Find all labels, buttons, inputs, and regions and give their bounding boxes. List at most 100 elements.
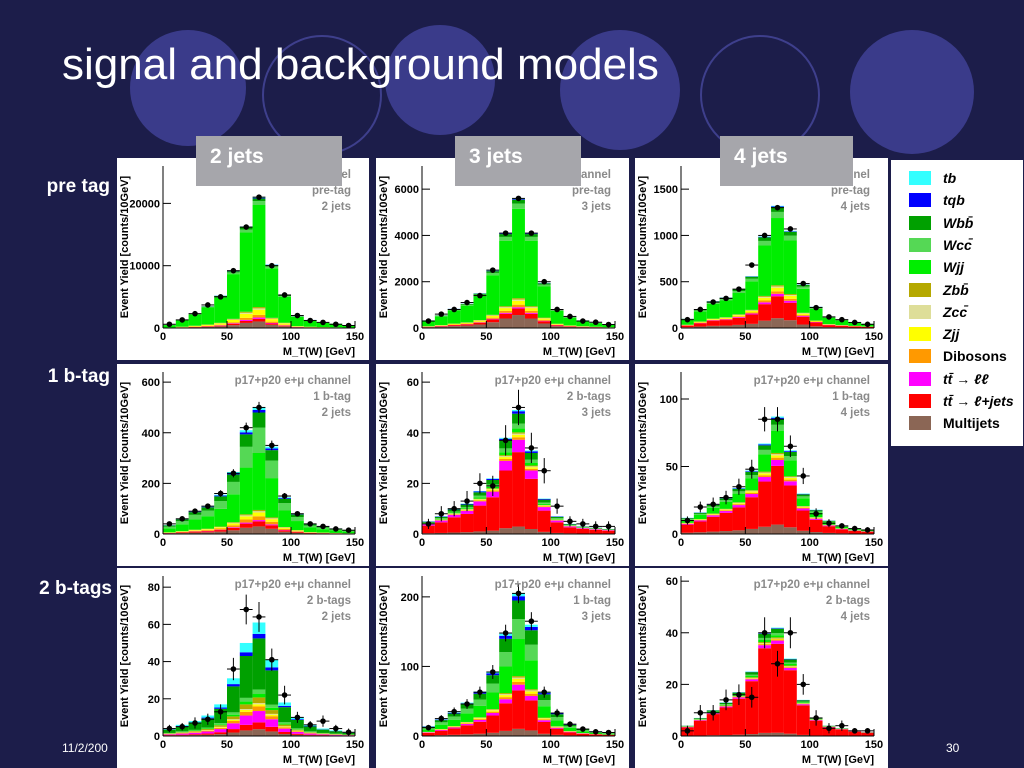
x-axis-label: M_T(W) [GeV]: [283, 754, 355, 766]
histogram-bar-segment: [783, 320, 797, 328]
histogram-bar-segment: [537, 719, 551, 721]
histogram-bar-segment: [783, 659, 797, 663]
histogram-bar-segment: [239, 519, 253, 523]
histogram-bar-segment: [796, 705, 810, 735]
histogram-bar-segment: [278, 530, 291, 532]
data-point: [761, 629, 768, 636]
histogram-bar-segment: [550, 518, 564, 519]
histogram-bar-segment: [563, 726, 577, 728]
data-point: [192, 508, 198, 515]
data-point: [345, 322, 352, 329]
histogram-bar-segment: [227, 319, 240, 323]
histogram-bar-segment: [201, 730, 215, 732]
histogram-bar-segment: [512, 600, 525, 620]
histogram-bar-segment: [822, 318, 836, 325]
histogram-bar-segment: [239, 704, 253, 710]
histogram-bar-segment: [188, 734, 202, 736]
histogram-bar-segment: [512, 203, 525, 209]
data-point: [333, 725, 339, 732]
plot-1btag-4jets: 0 50 100 0 50 100 150 p17+p20 e+μ channel 1 b-ta…: [635, 364, 888, 566]
histogram-bar-segment: [550, 324, 564, 325]
histogram-bar-segment: [460, 722, 474, 724]
histogram-bar-segment: [499, 308, 513, 311]
histogram-bar-segment: [460, 725, 474, 735]
histogram-bar-segment: [745, 313, 759, 315]
histogram-bar-segment: [512, 315, 525, 328]
histogram-bar-segment: [783, 294, 797, 296]
y-tick-label: 20: [148, 694, 160, 706]
histogram-bar-segment: [783, 295, 797, 299]
data-point: [243, 424, 249, 431]
histogram-bar-segment: [550, 522, 564, 533]
legend-swatch: [909, 327, 931, 342]
plot-annotation: pre-tag: [572, 185, 611, 197]
y-tick-label: 0: [154, 731, 160, 743]
histogram-bar-segment: [473, 497, 487, 499]
histogram-bar-segment: [576, 731, 590, 734]
histogram-bar-segment: [745, 676, 759, 678]
x-axis-label: M_T(W) [GeV]: [543, 552, 615, 564]
data-point: [451, 708, 457, 715]
histogram-bar-segment: [681, 524, 694, 533]
plot-annotation: 4 jets: [841, 201, 870, 213]
histogram-bar-segment: [239, 311, 253, 313]
histogram-bar-segment: [201, 728, 215, 730]
histogram-bar-segment: [693, 521, 707, 533]
x-axis-label: M_T(W) [GeV]: [802, 346, 874, 358]
histogram-bar-segment: [252, 314, 266, 318]
histogram-bar-segment: [732, 698, 746, 735]
histogram-bar-segment: [693, 326, 707, 328]
x-tick-label: 100: [541, 739, 559, 751]
data-point: [320, 319, 326, 326]
histogram-bar-segment: [512, 619, 525, 640]
histogram-bar-segment: [473, 699, 487, 706]
histogram-bar-segment: [201, 731, 215, 734]
histogram-bar-segment: [706, 516, 720, 532]
histogram-bar-segment: [188, 729, 202, 731]
data-point: [592, 729, 599, 735]
histogram-bar-segment: [473, 500, 487, 502]
histogram-bar-segment: [460, 734, 474, 736]
histogram-bar-segment: [201, 734, 215, 736]
histogram-bar-segment: [227, 523, 240, 526]
plot-annotation: p17+p20 e+μ channel: [754, 375, 870, 387]
histogram-bar-segment: [227, 323, 240, 324]
plot-annotation: 2 jets: [322, 611, 351, 623]
x-tick-label: 150: [606, 739, 624, 751]
histogram-bar-segment: [796, 510, 810, 531]
histogram-bar-segment: [861, 326, 874, 328]
histogram-bar-segment: [499, 460, 513, 471]
histogram-bar-segment: [303, 726, 317, 732]
histogram-bar-segment: [486, 275, 500, 315]
histogram-bar-segment: [227, 729, 240, 733]
data-point: [333, 321, 339, 328]
y-tick-label: 2000: [395, 277, 419, 289]
histogram-bar-segment: [316, 729, 330, 733]
histogram-bar-segment: [239, 232, 253, 312]
plot-2btags-4jets: 0 20 40 60 0 50 100 150 p17+p20 e+μ channel 2 b-t…: [635, 568, 888, 768]
histogram-bar-segment: [227, 527, 240, 528]
histogram-bar-segment: [512, 298, 525, 300]
data-point: [851, 525, 858, 532]
histogram-bar-segment: [499, 694, 513, 696]
histogram-bar-segment: [214, 297, 227, 323]
legend-label: Dibosons: [943, 348, 1007, 365]
column-header-2jets: 2 jets: [196, 136, 342, 186]
histogram-bar-segment: [214, 732, 227, 735]
histogram-bar-segment: [783, 240, 797, 294]
plot-annotation: 1 b-tag: [832, 391, 870, 403]
histogram-bar-segment: [227, 522, 240, 524]
histogram-bar-segment: [252, 689, 266, 695]
histogram-bar-segment: [227, 322, 240, 324]
histogram-bar-segment: [278, 731, 291, 734]
histogram-bar-segment: [835, 320, 849, 326]
data-point: [307, 317, 313, 324]
data-point: [243, 606, 249, 613]
histogram-bar-segment: [473, 719, 487, 720]
histogram-bar-segment: [434, 316, 448, 326]
legend-label: tt̄ → ℓ+jets: [943, 393, 1014, 409]
histogram-bar-segment: [745, 278, 759, 282]
histogram-bar-segment: [524, 689, 538, 691]
histogram-bar-segment: [693, 520, 707, 522]
histogram-bar-segment: [758, 240, 772, 246]
